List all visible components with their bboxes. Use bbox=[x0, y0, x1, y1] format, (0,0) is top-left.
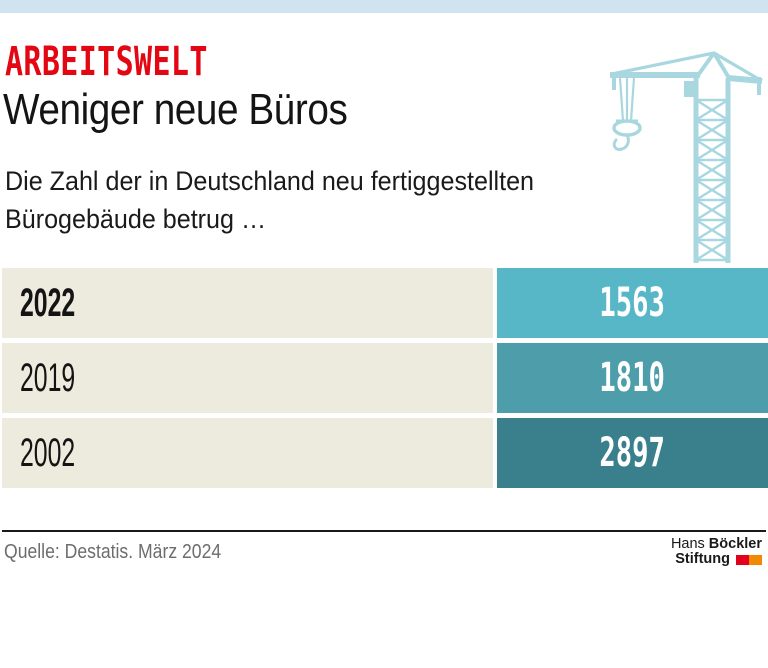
logo-orange-square-icon bbox=[749, 554, 762, 565]
logo-stiftung-label: Stiftung bbox=[675, 551, 730, 567]
value-label: 2897 bbox=[599, 430, 666, 476]
page-title: Weniger neue Büros bbox=[3, 85, 348, 134]
logo-red-square-icon bbox=[736, 554, 749, 565]
logo-name-regular: Hans bbox=[670, 536, 705, 552]
value-bar: 1810 bbox=[497, 343, 768, 413]
logo-color-squares-icon bbox=[736, 554, 762, 565]
table-row: 2002 2897 bbox=[2, 418, 768, 488]
hans-boeckler-stiftung-logo: Hans Böckler Stiftung bbox=[671, 537, 762, 567]
kicker-label: ARBEITSWELT bbox=[5, 39, 208, 85]
chart-subtitle: Die Zahl der in Deutschland neu fertigge… bbox=[5, 162, 534, 238]
year-label: 2002 bbox=[20, 430, 76, 475]
year-label: 2019 bbox=[20, 355, 76, 400]
subtitle-line-1: Die Zahl der in Deutschland neu fertigge… bbox=[5, 166, 535, 196]
year-cell: 2019 bbox=[2, 343, 493, 413]
subtitle-line-2: Bürogebäude betrug … bbox=[5, 204, 267, 234]
table-row: 2022 1563 bbox=[2, 268, 768, 338]
source-note: Quelle: Destatis. März 2024 bbox=[4, 541, 222, 563]
logo-line-1: Hans Böckler bbox=[671, 537, 762, 552]
value-bar: 2897 bbox=[497, 418, 768, 488]
value-label: 1810 bbox=[599, 355, 666, 401]
value-label: 1563 bbox=[599, 280, 666, 326]
year-label: 2022 bbox=[20, 280, 76, 325]
table-row: 2019 1810 bbox=[2, 343, 768, 413]
year-cell: 2002 bbox=[2, 418, 493, 488]
year-cell: 2022 bbox=[2, 268, 493, 338]
logo-line-2: Stiftung bbox=[671, 552, 762, 567]
top-accent-bar bbox=[0, 0, 768, 13]
value-bar: 1563 bbox=[497, 268, 768, 338]
footer-divider bbox=[2, 530, 766, 532]
construction-crane-icon bbox=[610, 51, 763, 263]
logo-name-bold: Böckler bbox=[708, 536, 762, 552]
